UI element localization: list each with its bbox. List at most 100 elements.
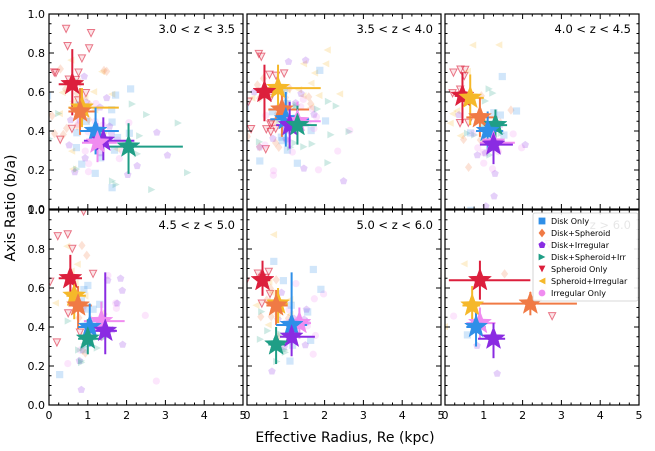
background-point xyxy=(59,129,67,140)
background-point xyxy=(108,177,117,185)
background-point xyxy=(274,331,282,342)
background-point xyxy=(299,92,307,100)
legend-marker xyxy=(538,265,546,273)
background-point xyxy=(74,68,83,78)
background-point xyxy=(275,142,283,152)
background-point xyxy=(73,165,81,173)
background-point xyxy=(310,110,318,118)
background-point xyxy=(323,46,331,54)
background-point xyxy=(96,300,104,308)
background-point xyxy=(116,274,125,282)
background-point xyxy=(56,64,65,74)
background-point xyxy=(78,240,86,251)
background-point xyxy=(77,54,87,64)
legend-item-disk: Disk Only xyxy=(538,217,589,226)
background-point xyxy=(313,105,322,113)
background-point xyxy=(49,68,59,78)
background-point xyxy=(277,288,286,296)
background-point xyxy=(448,110,457,118)
background-point xyxy=(305,92,313,102)
median-star-disk xyxy=(475,118,500,142)
background-point xyxy=(490,109,498,117)
background-point xyxy=(225,131,232,140)
background-point xyxy=(310,125,318,133)
background-point xyxy=(81,147,89,155)
background-point xyxy=(301,56,310,64)
background-point xyxy=(123,170,132,178)
background-point xyxy=(133,150,142,158)
background-point xyxy=(128,100,136,108)
background-point xyxy=(521,140,529,149)
median-star-dirr xyxy=(481,131,506,155)
background-point xyxy=(81,89,91,98)
background-point xyxy=(71,168,79,176)
background-point xyxy=(307,79,315,87)
background-point xyxy=(63,242,71,250)
ticks xyxy=(246,209,442,406)
median-star-dsph xyxy=(467,104,493,128)
median-markers xyxy=(58,49,183,174)
background-point xyxy=(89,305,97,313)
background-point xyxy=(252,301,260,309)
background-point xyxy=(278,137,286,145)
background-point xyxy=(81,305,89,313)
background-point xyxy=(127,85,135,93)
median-markers xyxy=(58,254,125,355)
background-point xyxy=(332,102,340,110)
ticks xyxy=(48,13,244,210)
background-point xyxy=(268,289,276,297)
background-point xyxy=(98,68,106,76)
background-point xyxy=(258,308,266,316)
panels: 3.0 < z < 3.5 0.0 0.2 0.4 0.6 0.8 1.0 3.5 < z <… xyxy=(28,8,643,422)
background-point xyxy=(288,148,296,156)
background-point xyxy=(496,111,504,119)
background-point xyxy=(459,134,468,145)
background-points xyxy=(49,210,160,393)
panel-title: 4.5 < z < 5.0 xyxy=(158,218,235,232)
background-point xyxy=(479,148,487,157)
y-axis-label: Axis Ratio (b/a) xyxy=(3,155,19,262)
legend-item-irr: Irregular Only xyxy=(538,289,606,298)
median-star-disk xyxy=(463,314,489,338)
background-point xyxy=(269,171,277,179)
legend-item-dsph: Disk+Spheroid xyxy=(538,228,610,238)
background-point xyxy=(75,328,85,338)
background-point xyxy=(79,346,88,354)
background-point xyxy=(73,121,81,131)
background-point xyxy=(110,146,119,154)
background-point xyxy=(500,269,509,279)
background-point xyxy=(255,143,264,151)
background-point xyxy=(223,120,230,127)
background-point xyxy=(292,280,300,288)
background-point xyxy=(77,357,86,365)
background-point xyxy=(102,93,111,102)
background-point xyxy=(62,123,71,133)
median-markers xyxy=(252,64,321,149)
x-tick-label: 2 xyxy=(123,409,130,422)
background-point xyxy=(81,94,89,102)
background-point xyxy=(65,141,73,149)
background-point xyxy=(271,116,279,126)
background-point xyxy=(113,299,121,307)
median-star-dsph xyxy=(67,98,93,122)
background-point xyxy=(55,135,65,145)
background-point xyxy=(310,295,318,303)
background-point xyxy=(77,385,86,393)
background-point xyxy=(266,283,275,294)
background-point xyxy=(261,125,271,134)
background-point xyxy=(327,131,335,139)
x-tick-label: 3 xyxy=(558,409,565,422)
background-point xyxy=(301,341,310,349)
background-point xyxy=(498,72,506,81)
background-point xyxy=(184,169,192,177)
background-point xyxy=(61,24,71,34)
legend-marker xyxy=(538,277,546,285)
background-point xyxy=(261,141,269,149)
background-point xyxy=(255,142,264,152)
background-point xyxy=(463,331,472,339)
legend-box xyxy=(532,212,639,302)
background-point xyxy=(253,80,262,90)
panel-3: 4.0 < z < 4.5 xyxy=(444,13,640,210)
background-point xyxy=(247,125,256,134)
background-point xyxy=(141,311,149,319)
